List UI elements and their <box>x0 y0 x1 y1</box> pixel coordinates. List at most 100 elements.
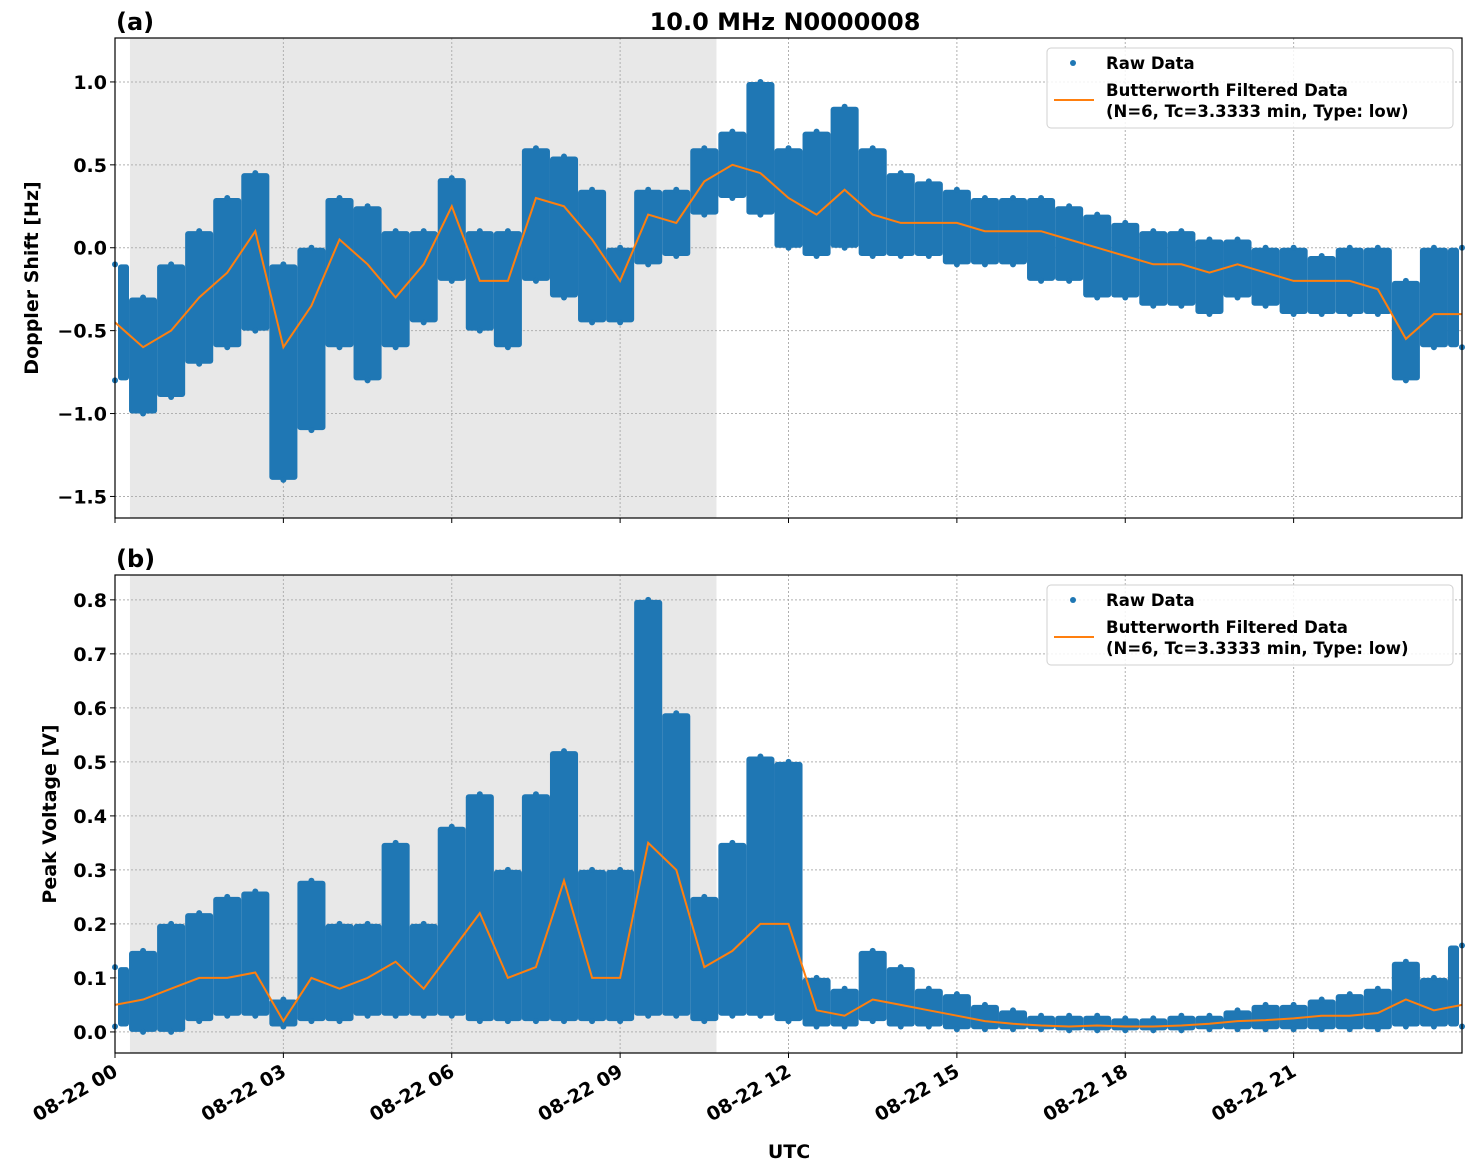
raw-data-point <box>476 327 483 334</box>
legend-raw-label: Raw Data <box>1106 591 1195 610</box>
raw-data-point <box>336 344 343 351</box>
y-axis-label: Peak Voltage [V] <box>39 724 61 903</box>
raw-data-point <box>841 103 848 110</box>
raw-data-point <box>1402 277 1409 284</box>
raw-data-point <box>617 244 624 251</box>
raw-data-band <box>549 751 579 1022</box>
raw-data-point <box>841 244 848 251</box>
raw-data-point <box>1038 195 1045 201</box>
raw-data-point <box>869 947 876 954</box>
raw-data-point <box>504 1018 511 1025</box>
y-tick-label: 0.7 <box>73 644 107 666</box>
raw-data-point <box>1178 228 1185 235</box>
y-tick-label: 0.0 <box>73 1022 107 1044</box>
raw-data-point <box>701 1018 708 1025</box>
raw-data-point <box>1262 1026 1269 1033</box>
raw-data-point <box>897 1023 904 1030</box>
raw-data-band <box>241 173 270 331</box>
raw-data-band <box>746 81 775 215</box>
panel-label: (a) <box>116 8 154 36</box>
raw-data-point <box>981 1001 988 1008</box>
raw-data-point <box>476 1018 483 1025</box>
raw-data-band <box>1223 1010 1252 1030</box>
raw-data-point <box>1150 302 1157 309</box>
raw-data-point <box>336 920 343 927</box>
raw-data-band <box>325 198 354 348</box>
raw-data-point <box>645 596 652 603</box>
raw-data-point <box>673 1012 680 1019</box>
x-tick-label: 08-22 06 <box>366 1060 458 1126</box>
raw-data-band <box>493 231 522 348</box>
raw-data-point <box>420 920 427 927</box>
raw-data-point <box>1094 294 1101 301</box>
y-tick-label: 0.0 <box>73 238 107 260</box>
raw-data-band <box>521 794 550 1022</box>
raw-data-band <box>437 178 466 281</box>
raw-data-point <box>252 888 259 895</box>
legend-box <box>1046 47 1454 129</box>
raw-data-point <box>645 261 652 268</box>
raw-data-band <box>409 923 438 1016</box>
raw-data-point <box>1430 344 1437 351</box>
raw-data-band <box>886 967 915 1027</box>
raw-data-point <box>252 327 259 334</box>
raw-data-band <box>634 599 663 1016</box>
raw-data-point <box>448 277 455 284</box>
raw-data-point <box>701 145 708 152</box>
panel-a: −1.5 −1.0 −0.5 0.0 0.5 1.0 Doppler Shift [Hz] (… <box>21 8 1465 523</box>
raw-data-point <box>785 145 792 152</box>
raw-data-band <box>578 189 607 323</box>
raw-data-band <box>381 842 410 1016</box>
raw-data-band <box>409 231 438 323</box>
raw-data-band <box>1279 1004 1308 1030</box>
panel-label: (b) <box>116 545 155 573</box>
raw-data-band <box>746 756 775 1016</box>
raw-data-band <box>465 794 494 1022</box>
x-tick-label: 08-22 03 <box>198 1060 290 1126</box>
raw-data-band <box>578 869 607 1022</box>
raw-data-point <box>1346 311 1353 318</box>
x-tick-label: 08-22 09 <box>534 1060 626 1126</box>
raw-data-point <box>196 360 203 367</box>
raw-data-point <box>392 228 399 235</box>
raw-data-point <box>561 1018 567 1025</box>
raw-data-point <box>953 1026 960 1033</box>
raw-data-point <box>925 178 932 185</box>
raw-data-point <box>673 710 680 717</box>
raw-data-point <box>1178 1027 1185 1034</box>
raw-data-point <box>1122 1027 1129 1034</box>
raw-data-point <box>981 261 988 268</box>
raw-data-point <box>168 393 175 400</box>
y-tick-label: 0.6 <box>73 698 107 720</box>
raw-data-point <box>561 153 567 160</box>
raw-data-point <box>224 195 231 201</box>
raw-data-point <box>308 877 315 884</box>
raw-data-band <box>1307 256 1336 315</box>
raw-data-point <box>701 893 708 900</box>
raw-data-band <box>1363 988 1392 1030</box>
raw-data-point <box>1402 377 1409 384</box>
raw-data-band <box>886 173 915 257</box>
legend-raw-marker <box>1070 60 1076 66</box>
raw-data-band <box>118 264 130 381</box>
raw-data-band <box>1223 239 1252 298</box>
raw-data-point <box>757 753 764 760</box>
chart-title: 10.0 MHz N0000008 <box>650 8 921 36</box>
filtered-data-line <box>114 840 1463 1028</box>
raw-data-point <box>476 791 483 798</box>
raw-data-point <box>1346 1026 1353 1033</box>
raw-data-point <box>561 748 567 755</box>
raw-data-point <box>1346 991 1353 998</box>
raw-data-band <box>1419 977 1448 1027</box>
raw-data-point <box>532 277 539 284</box>
raw-data-point <box>645 1012 652 1019</box>
x-tick-label: 08-22 15 <box>871 1060 963 1126</box>
raw-data-band <box>1307 999 1336 1030</box>
raw-data-point <box>1094 1012 1101 1019</box>
raw-data-point <box>1430 244 1437 251</box>
raw-data-point <box>1262 244 1269 251</box>
raw-data-band <box>1251 1004 1280 1030</box>
raw-data-point <box>280 261 287 268</box>
raw-data-point <box>1122 1015 1129 1022</box>
